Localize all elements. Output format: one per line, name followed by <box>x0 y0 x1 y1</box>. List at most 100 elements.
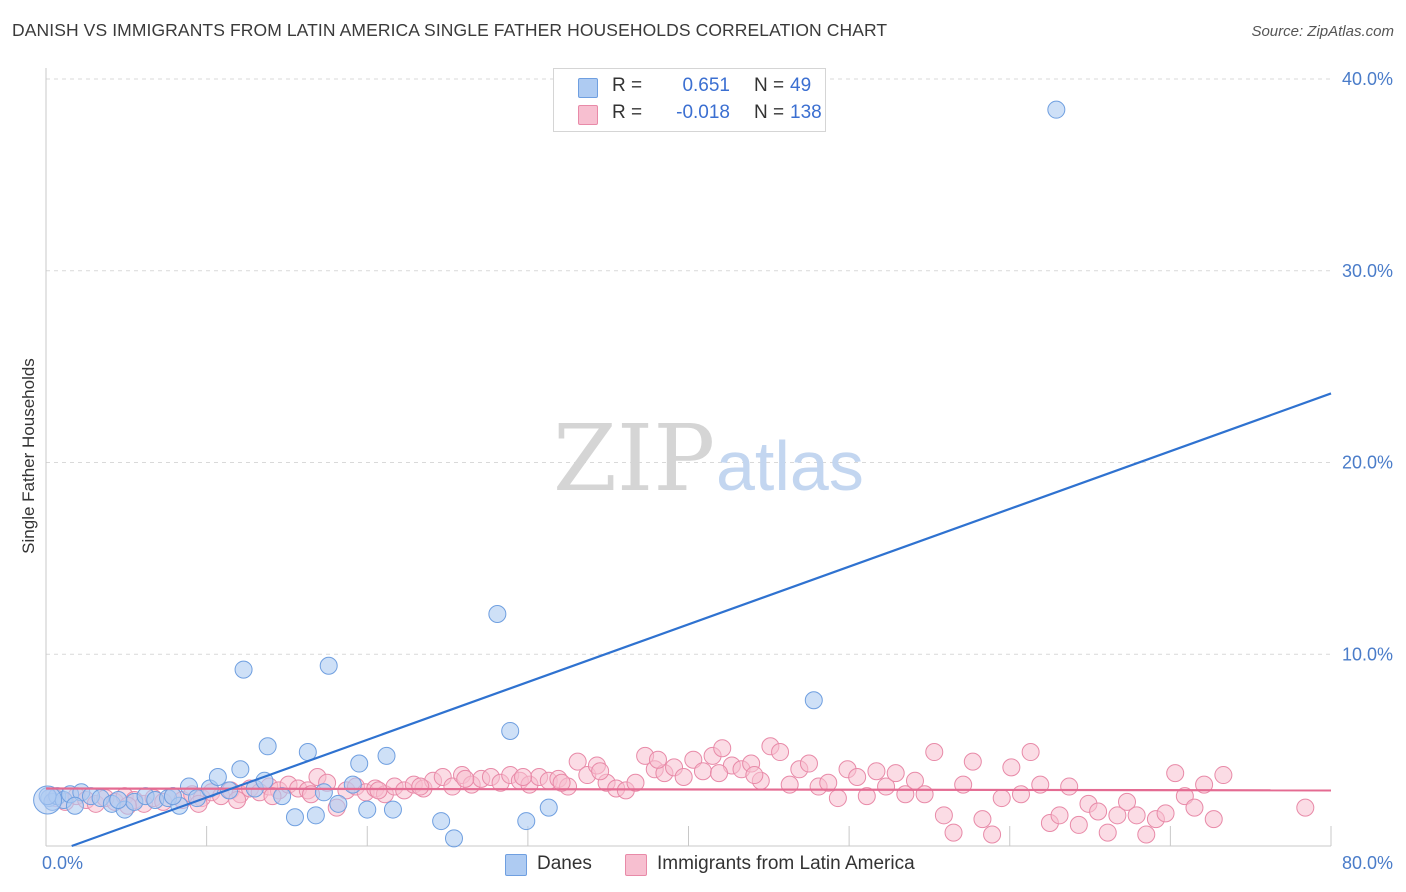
danes-point <box>488 604 507 623</box>
n-label: N = <box>754 102 785 123</box>
latin-america-point <box>1060 777 1079 796</box>
latin-america-point <box>713 739 732 758</box>
latin-america-point <box>674 767 693 786</box>
latin-america-point <box>1089 802 1108 821</box>
r-value: -0.018 <box>676 102 730 123</box>
danes-point <box>517 812 536 831</box>
latin-america-point <box>925 743 944 762</box>
latin-america-point <box>626 773 645 792</box>
r-label: R = <box>612 102 643 123</box>
latin-america-point <box>886 764 905 783</box>
watermark: ZIP atlas <box>553 405 864 512</box>
n-value: 138 <box>790 102 822 123</box>
x-tick-label: 80.0% <box>1342 853 1393 873</box>
latin-america-point <box>591 762 610 781</box>
n-value: 49 <box>790 75 812 96</box>
danes-point <box>432 812 451 831</box>
latin-america-point <box>848 767 867 786</box>
r-value: 0.651 <box>682 75 730 96</box>
latin-america-point <box>648 750 667 769</box>
danes-point <box>343 775 362 794</box>
trend-lines <box>45 392 1332 848</box>
danes-swatch <box>505 854 527 876</box>
danes-point <box>208 767 227 786</box>
latin-america-point <box>552 773 571 792</box>
latin-america-point <box>1050 806 1069 825</box>
latin-america-point <box>693 762 712 781</box>
latin-america-point <box>915 785 934 804</box>
y-tick-label: 10.0% <box>1342 644 1393 664</box>
grid-lines <box>46 78 1331 655</box>
latin-america-point <box>867 762 886 781</box>
y-tick-label: 30.0% <box>1342 261 1393 281</box>
danes-point <box>444 829 463 848</box>
latin-america-point <box>944 823 963 842</box>
source-credit: Source: ZipAtlas.com <box>1251 23 1394 40</box>
danes-point <box>109 790 128 809</box>
latin-america-swatch <box>625 854 647 876</box>
y-tick-label: 40.0% <box>1342 69 1393 89</box>
latin-america-point <box>983 825 1002 844</box>
danes-swatch <box>578 78 598 98</box>
danes-point <box>383 800 402 819</box>
danes-point <box>306 806 325 825</box>
latin-america-point <box>1098 823 1117 842</box>
latin-america-point <box>992 789 1011 808</box>
danes-point <box>273 787 292 806</box>
latin-america-point <box>828 789 847 808</box>
danes-point <box>539 798 558 817</box>
latin-america-point <box>1118 792 1137 811</box>
latin-america-point <box>1011 785 1030 804</box>
latin-america-point <box>963 752 982 771</box>
latin-america-point <box>973 810 992 829</box>
danes-point <box>804 691 823 710</box>
danes-points <box>33 100 1066 848</box>
watermark-zip: ZIP <box>553 405 715 512</box>
latin-america-point <box>771 743 790 762</box>
latin-america-point <box>1214 766 1233 785</box>
latin-america-point <box>1127 806 1146 825</box>
danes-point <box>163 787 182 806</box>
latin-america-point <box>684 750 703 769</box>
danes-point <box>377 746 396 765</box>
latin-america-point <box>1137 825 1156 844</box>
danes-point <box>65 796 84 815</box>
r-label: R = <box>612 75 643 96</box>
danes-point-large <box>33 785 63 815</box>
latin-america-point <box>411 777 430 796</box>
y-tick-label: 20.0% <box>1342 453 1393 473</box>
latin-america-point <box>514 767 533 786</box>
danes-trend-line <box>71 392 1332 848</box>
latin-america-point <box>799 754 818 773</box>
x-tick-label: 0.0% <box>42 853 83 873</box>
latin-america-point <box>1156 804 1175 823</box>
axes <box>45 68 1332 847</box>
latin-america-point <box>934 806 953 825</box>
latin-america-label: Immigrants from Latin America <box>657 853 915 874</box>
danes-point <box>358 800 377 819</box>
latin-america-point <box>1021 743 1040 762</box>
danes-point <box>1047 100 1066 119</box>
danes-point <box>314 783 333 802</box>
danes-point <box>319 656 338 675</box>
latin-america-point <box>1296 798 1315 817</box>
correlation-legend: R = 0.651 N = 49 R = -0.018 N = 138 <box>553 68 826 132</box>
chart-title: DANISH VS IMMIGRANTS FROM LATIN AMERICA … <box>12 20 888 40</box>
latin-america-point <box>745 766 764 785</box>
latin-america-point <box>1195 775 1214 794</box>
latin-america-point <box>369 781 388 800</box>
latin-america-trend-line <box>45 787 1332 792</box>
latin-america-point <box>710 764 729 783</box>
latin-america-point <box>1002 758 1021 777</box>
latin-america-point <box>1166 764 1185 783</box>
danes-point <box>285 808 304 827</box>
latin-america-point <box>1175 787 1194 806</box>
latin-america-point <box>819 773 838 792</box>
danes-point <box>501 721 520 740</box>
x-tick-labels: 0.0% 80.0% <box>42 853 1393 873</box>
latin-america-point <box>857 787 876 806</box>
latin-america-point <box>456 769 475 788</box>
latin-america-point <box>1069 815 1088 834</box>
danes-point <box>329 794 348 813</box>
